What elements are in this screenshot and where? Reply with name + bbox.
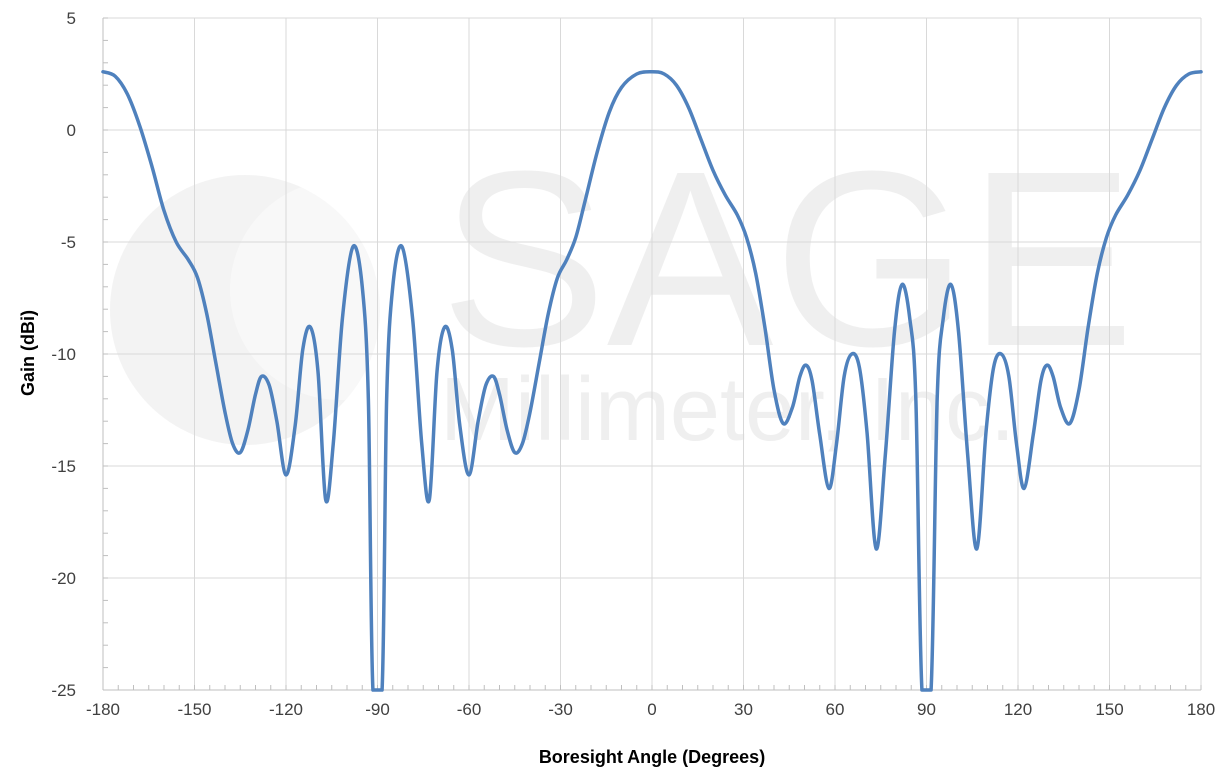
x-tick-label: 30	[734, 700, 753, 719]
x-tick-label: -60	[457, 700, 482, 719]
y-tick-label: -20	[51, 569, 76, 588]
x-tick-label: 150	[1095, 700, 1123, 719]
series	[101, 69, 1203, 692]
x-tick-label: -120	[269, 700, 303, 719]
y-tick-label: 0	[67, 121, 76, 140]
watermark: SAGE Millimeter, Inc.	[110, 119, 1135, 460]
watermark-brand: SAGE	[440, 119, 1135, 398]
axes	[102, 17, 1202, 691]
x-tick-label: -90	[365, 700, 390, 719]
y-axis-title: Gain (dBi)	[18, 310, 38, 396]
y-tick-label: -15	[51, 457, 76, 476]
tick-labels: -180 -150 -120 -90 -60 -30 0 30 60 90 120 150 180 5 0 -…	[51, 9, 1215, 719]
watermark-company: Millimeter, Inc.	[440, 360, 1015, 460]
x-tick-label: -180	[86, 700, 120, 719]
y-tick-label: -25	[51, 681, 76, 700]
x-tick-label: 60	[826, 700, 845, 719]
x-tick-label: -150	[177, 700, 211, 719]
x-tick-label: 120	[1004, 700, 1032, 719]
y-tick-label: -5	[61, 233, 76, 252]
x-tick-label: 90	[917, 700, 936, 719]
gain-series-line	[101, 69, 1203, 692]
gridlines	[103, 17, 1202, 690]
x-tick-label: -30	[548, 700, 573, 719]
y-tick-label: -10	[51, 345, 76, 364]
x-tick-label: 180	[1187, 700, 1215, 719]
watermark-logo-inner	[230, 180, 450, 400]
y-tick-label: 5	[67, 9, 76, 28]
x-tick-label: 0	[647, 700, 656, 719]
x-axis-title: Boresight Angle (Degrees)	[539, 747, 765, 767]
